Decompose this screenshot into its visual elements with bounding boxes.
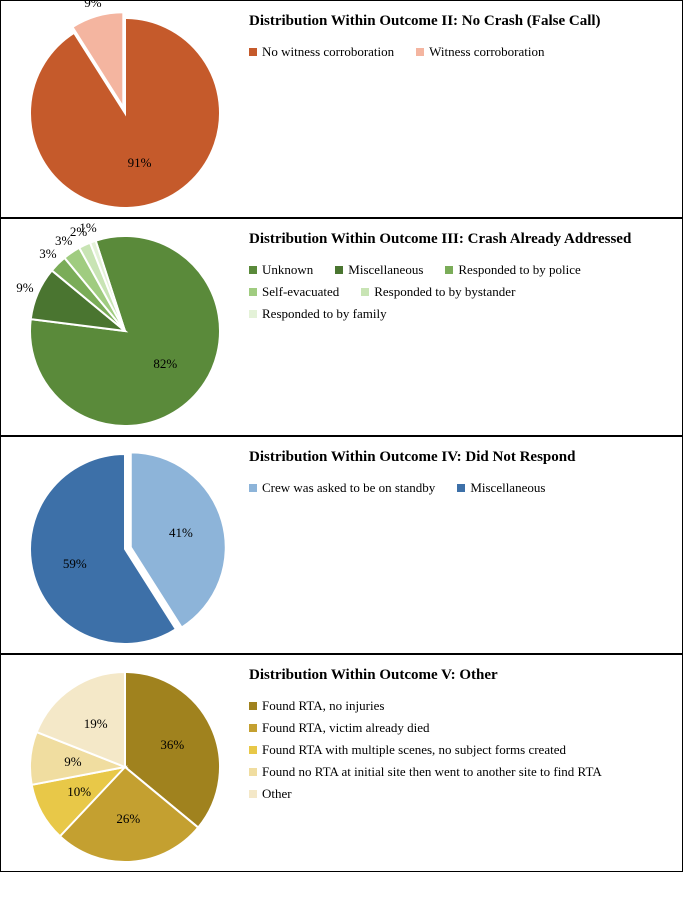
slice-label: 19% xyxy=(84,716,108,732)
legend-swatch xyxy=(335,266,343,274)
slice-label: 9% xyxy=(84,0,101,11)
legend-item: Responded to by family xyxy=(249,306,387,322)
legend-swatch xyxy=(249,266,257,274)
legend: Unknown Miscellaneous Responded to by poli… xyxy=(249,262,670,322)
legend-item: Found RTA, no injuries xyxy=(249,698,670,714)
legend-label: Found no RTA at initial site then went t… xyxy=(262,764,602,780)
legend-label: Miscellaneous xyxy=(348,262,423,278)
legend-item: Unknown xyxy=(249,262,313,278)
chart-panel: 41% 59% Distribution Within Outcome IV: Di… xyxy=(0,436,683,654)
legend-label: No witness corroboration xyxy=(262,44,394,60)
legend-swatch xyxy=(249,702,257,710)
legend-label: Responded to by bystander xyxy=(374,284,515,300)
legend-label: Miscellaneous xyxy=(470,480,545,496)
slice-label: 1% xyxy=(79,220,96,236)
pie-chart: 41% 59% xyxy=(7,445,237,645)
legend-swatch xyxy=(249,768,257,776)
legend-item: Witness corroboration xyxy=(416,44,544,60)
pie-chart: 91%9% xyxy=(7,9,237,209)
legend-label: Other xyxy=(262,786,292,802)
legend-item: Miscellaneous xyxy=(335,262,423,278)
legend-label: Unknown xyxy=(262,262,313,278)
chart-title: Distribution Within Outcome IV: Did Not … xyxy=(249,449,670,466)
slice-label: 41% xyxy=(169,525,193,541)
chart-title: Distribution Within Outcome III: Crash A… xyxy=(249,231,670,248)
slice-label: 36% xyxy=(160,737,184,753)
slice-label: 9% xyxy=(64,754,81,770)
legend-item: Responded to by bystander xyxy=(361,284,515,300)
chart-panel: 82%9%3%3%2%1%Distribution Within Outcome… xyxy=(0,218,683,436)
legend-label: Responded to by police xyxy=(458,262,580,278)
legend-label: Found RTA, victim already died xyxy=(262,720,430,736)
legend: Found RTA, no injuries Found RTA, victim … xyxy=(249,698,670,802)
legend-item: Responded to by police xyxy=(445,262,580,278)
legend-label: Witness corroboration xyxy=(429,44,544,60)
legend-swatch xyxy=(249,48,257,56)
legend-item: Found RTA, victim already died xyxy=(249,720,670,736)
legend-swatch xyxy=(361,288,369,296)
slice-label: 26% xyxy=(116,811,140,827)
pie-chart: 36% 26% 10% 9% 19% xyxy=(7,663,237,863)
legend-label: Responded to by family xyxy=(262,306,387,322)
legend: No witness corroboration Witness corrobor… xyxy=(249,44,670,60)
chart-panel: 91%9%Distribution Within Outcome II: No … xyxy=(0,0,683,218)
chart-title: Distribution Within Outcome II: No Crash… xyxy=(249,13,670,30)
legend-item: Found no RTA at initial site then went t… xyxy=(249,764,670,780)
legend-label: Found RTA, no injuries xyxy=(262,698,384,714)
legend-item: Crew was asked to be on standby xyxy=(249,480,435,496)
legend-item: Found RTA with multiple scenes, no subje… xyxy=(249,742,670,758)
legend-item: No witness corroboration xyxy=(249,44,394,60)
slice-label: 3% xyxy=(39,246,56,262)
legend: Crew was asked to be on standby Miscellan… xyxy=(249,480,670,496)
legend-label: Crew was asked to be on standby xyxy=(262,480,435,496)
legend-swatch xyxy=(457,484,465,492)
legend-swatch xyxy=(249,288,257,296)
legend-item: Self-evacuated xyxy=(249,284,339,300)
chart-title: Distribution Within Outcome V: Other xyxy=(249,667,670,684)
legend-swatch xyxy=(249,310,257,318)
legend-swatch xyxy=(249,746,257,754)
legend-swatch xyxy=(445,266,453,274)
pie-slice xyxy=(30,18,220,208)
slice-label: 91% xyxy=(128,155,152,171)
legend-label: Found RTA with multiple scenes, no subje… xyxy=(262,742,566,758)
slice-label: 10% xyxy=(67,784,91,800)
legend-swatch xyxy=(249,484,257,492)
legend-swatch xyxy=(416,48,424,56)
legend-item: Miscellaneous xyxy=(457,480,545,496)
pie-chart: 82%9%3%3%2%1% xyxy=(7,227,237,427)
legend-swatch xyxy=(249,790,257,798)
chart-panel: 36% 26% 10% 9% 19% Distribution Within Outcom… xyxy=(0,654,683,872)
legend-label: Self-evacuated xyxy=(262,284,339,300)
slice-label: 82% xyxy=(153,356,177,372)
legend-item: Other xyxy=(249,786,670,802)
legend-swatch xyxy=(249,724,257,732)
slice-label: 59% xyxy=(63,556,87,572)
slice-label: 9% xyxy=(16,280,33,296)
